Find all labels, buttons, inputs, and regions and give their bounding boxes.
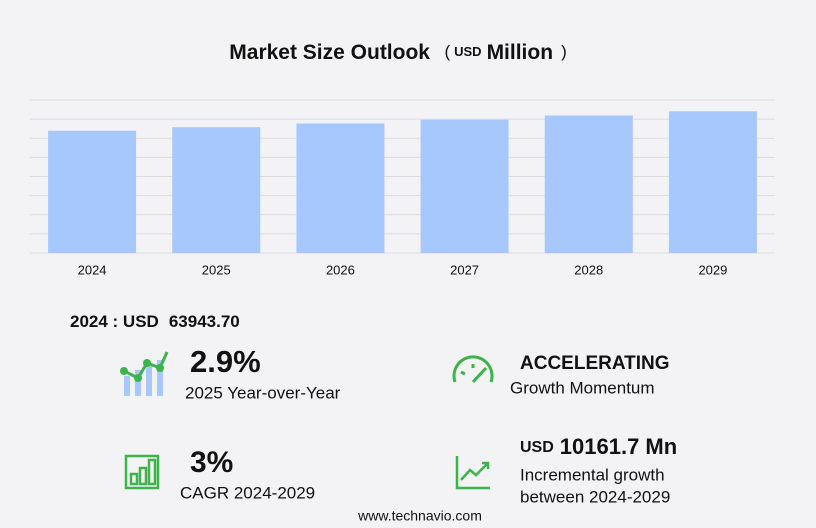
- footer: www.technavio.com: [357, 508, 482, 524]
- incremental-number: 10161.7 Mn: [560, 434, 677, 459]
- bar: [296, 123, 385, 254]
- bar: [544, 115, 633, 254]
- bar: [420, 119, 509, 253]
- cagr-value: 3%: [190, 446, 233, 479]
- momentum-value: ACCELERATING: [520, 353, 670, 374]
- title-unit: Million: [487, 41, 554, 64]
- x-tick-label: 2025: [202, 262, 231, 277]
- base-value: 63943.70: [169, 312, 240, 331]
- bar: [48, 130, 137, 253]
- x-tick-label: 2026: [326, 262, 355, 277]
- growth-icon: [120, 351, 169, 396]
- paren: (: [444, 42, 450, 61]
- incremental-icon: [455, 456, 490, 490]
- incremental-value: USD 10161.7 Mn: [520, 434, 677, 459]
- plot: 2024 2025 2026 2027 2028 2029: [30, 99, 775, 277]
- bar: [668, 111, 757, 253]
- x-tick-label: 2024: [78, 262, 107, 277]
- incremental-currency: USD: [520, 439, 554, 456]
- growth-value: 2.9%: [190, 344, 261, 379]
- title-text: Market Size Outlook: [229, 41, 430, 64]
- bar: [172, 127, 261, 253]
- x-tick-label: 2027: [450, 262, 479, 277]
- base-text: 2024 : USD: [70, 312, 159, 331]
- chart-title: Market Size Outlook ( USD Million): [229, 41, 566, 64]
- cagr-label: CAGR 2024-2029: [180, 483, 315, 502]
- title-currency: USD: [454, 44, 481, 59]
- x-tick-label: 2028: [574, 262, 603, 277]
- x-tick-label: 2029: [698, 262, 727, 277]
- cagr-icon: [124, 454, 160, 490]
- momentum-label: Growth Momentum: [510, 378, 655, 397]
- base-label: 2024 : USD 63943.70: [70, 312, 240, 331]
- growth-label: 2025 Year-over-Year: [185, 383, 341, 402]
- momentum-icon: [452, 355, 494, 384]
- incremental-label: Incremental growth: [520, 465, 665, 484]
- paren: ): [561, 42, 567, 61]
- incremental-label: between 2024-2029: [520, 487, 670, 506]
